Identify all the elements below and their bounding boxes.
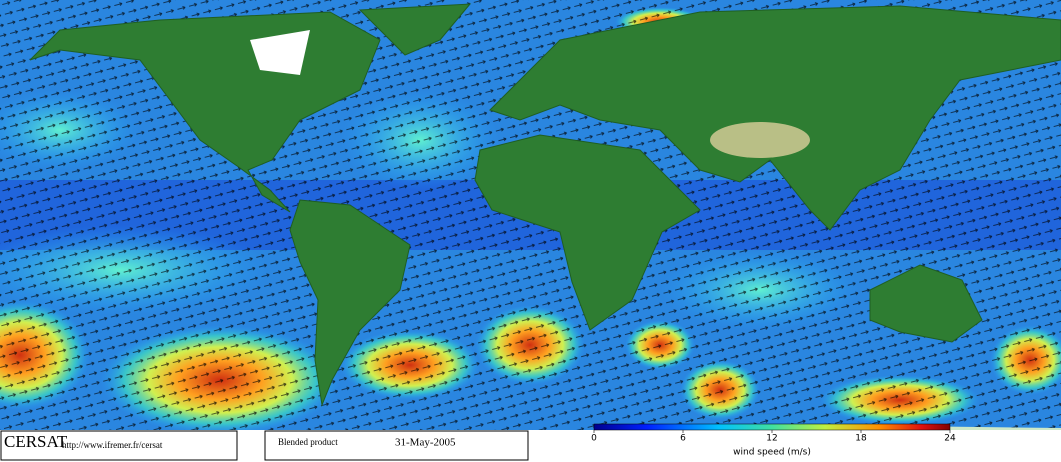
url: http://www.ifremer.fr/cersat <box>62 440 163 450</box>
product: Blended product <box>278 437 338 447</box>
eurasia <box>489 5 1061 231</box>
colorbar-tick-label: 12 <box>766 434 777 444</box>
colorbar-label: wind speed (m/s) <box>733 448 811 458</box>
colorbar-tick-label: 18 <box>855 434 867 444</box>
africa <box>474 134 701 331</box>
colorbar-tick-label: 6 <box>680 434 686 444</box>
south-america <box>289 199 411 407</box>
colorbar-tick-label: 24 <box>944 434 956 444</box>
australia <box>869 264 983 343</box>
colorbar-tick-label: 0 <box>591 434 597 444</box>
footer-left-box: CERSAT http://www.ifremer.fr/cersat <box>0 430 238 461</box>
colorbar-scale <box>593 423 951 431</box>
colorbar: wind speed (m/s) 0 6 12 18 24 <box>591 423 956 458</box>
greenland <box>358 3 472 56</box>
date: 31-May-2005 <box>395 437 456 449</box>
logo: CERSAT <box>4 432 68 451</box>
footer-product-box: Blended product 31-May-2005 <box>264 430 529 461</box>
